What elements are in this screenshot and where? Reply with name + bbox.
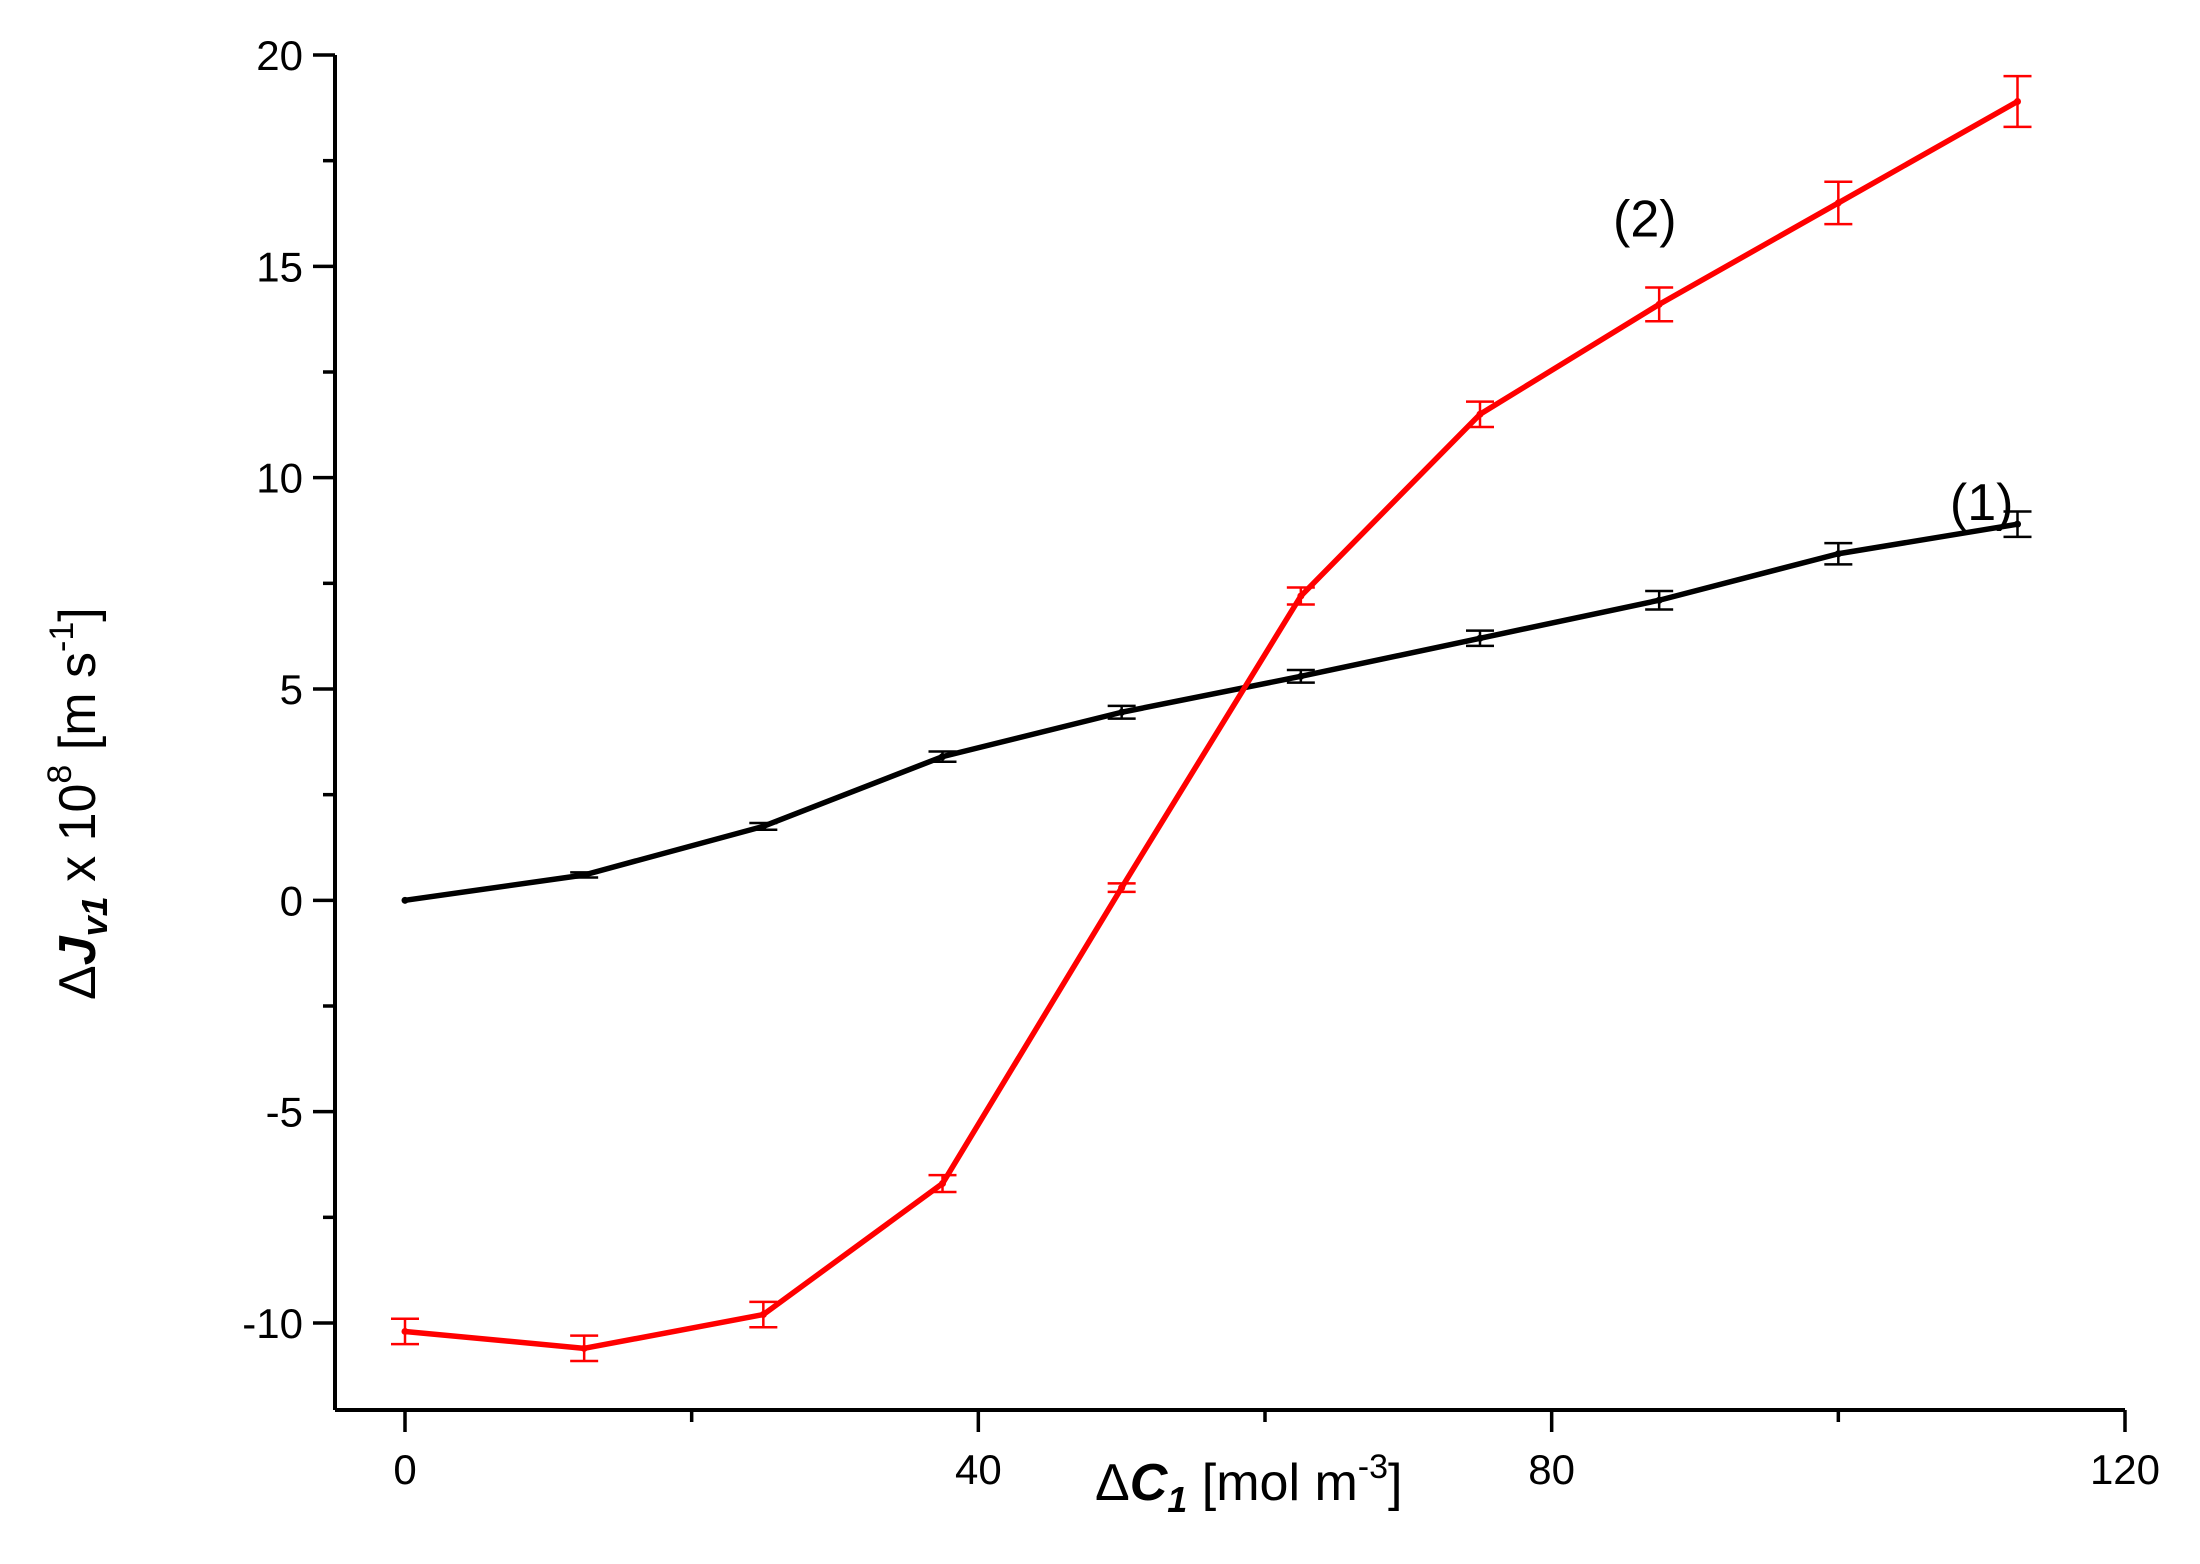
data-point [1476, 634, 1484, 642]
series-label: (1) [1950, 474, 2014, 532]
x-tick-label: 0 [393, 1446, 416, 1493]
y-tick-label: -10 [242, 1300, 303, 1347]
data-point [939, 1180, 946, 1188]
data-point [401, 896, 409, 904]
data-point [580, 871, 588, 879]
data-point [2014, 97, 2021, 105]
x-tick-label: 40 [955, 1446, 1002, 1493]
data-point [759, 1311, 767, 1319]
series-line [404, 99, 2019, 1352]
x-axis-title: ΔC1 [mol m-3] [1095, 1448, 1402, 1520]
data-point [1297, 592, 1305, 600]
data-point [1655, 300, 1663, 308]
plot-frame [333, 55, 2125, 1412]
data-point [939, 753, 946, 761]
y-tick-label: 15 [256, 243, 303, 290]
y-tick-label: 10 [256, 455, 303, 502]
y-tick-label: -5 [266, 1089, 303, 1136]
series-label: (2) [1613, 191, 1677, 249]
data-point [1297, 672, 1305, 680]
series-layer [391, 74, 2032, 1363]
data-point [2014, 520, 2021, 528]
y-tick-label: 5 [280, 666, 303, 713]
data-point [1834, 199, 1842, 207]
x-ticks: 0 40 80 120 [393, 1410, 2160, 1493]
data-point [1118, 708, 1126, 716]
data-point [401, 1327, 409, 1335]
series-1 [401, 510, 2032, 904]
x-tick-label: 120 [2090, 1446, 2160, 1493]
series-line [404, 521, 2018, 904]
y-axis-title: ΔJv1 x 108 [m s-1] [41, 607, 115, 1000]
y-tick-label: 0 [280, 877, 303, 924]
data-point [1118, 884, 1126, 892]
data-point [580, 1344, 588, 1352]
data-point [759, 822, 767, 830]
x-tick-label: 80 [1528, 1446, 1575, 1493]
data-point [1655, 596, 1663, 604]
data-point [1834, 550, 1842, 558]
labels-layer: (1) (2) [1613, 191, 2013, 532]
y-tick-label: 20 [256, 32, 303, 79]
series-2 [391, 74, 2032, 1363]
y-ticks: -10 -5 0 5 10 15 20 [242, 32, 335, 1347]
data-point [1476, 410, 1484, 418]
